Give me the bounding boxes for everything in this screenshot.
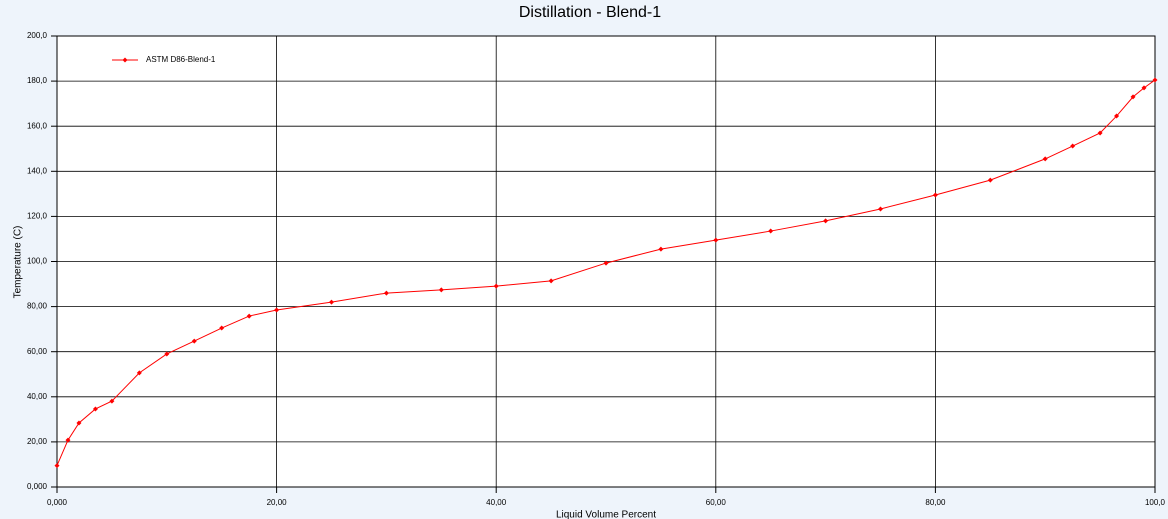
y-tick-label: 40,00 bbox=[27, 392, 48, 401]
chart-title: Distillation - Blend-1 bbox=[519, 4, 661, 21]
data-point bbox=[191, 338, 197, 344]
data-point bbox=[1097, 130, 1103, 136]
y-tick-label: 100,0 bbox=[27, 257, 48, 266]
data-point bbox=[1152, 77, 1158, 83]
data-point bbox=[713, 237, 719, 243]
legend-label: ASTM D86-Blend-1 bbox=[146, 55, 216, 64]
x-axis-title: Liquid Volume Percent bbox=[556, 510, 656, 519]
data-point bbox=[1141, 85, 1147, 91]
x-tick-label: 40,00 bbox=[486, 498, 507, 507]
y-axis-title: Temperature (C) bbox=[13, 226, 24, 299]
data-point bbox=[1130, 94, 1136, 100]
x-tick-label: 60,00 bbox=[706, 498, 727, 507]
data-point bbox=[823, 218, 829, 224]
y-tick-label: 0,000 bbox=[27, 482, 48, 491]
y-tick-label: 120,0 bbox=[27, 212, 48, 221]
data-point bbox=[987, 177, 993, 183]
x-tick-label: 100,0 bbox=[1145, 498, 1166, 507]
data-point bbox=[136, 370, 142, 376]
data-point bbox=[164, 351, 170, 357]
data-point bbox=[658, 246, 664, 252]
data-point bbox=[438, 287, 444, 293]
legend-marker bbox=[122, 57, 128, 63]
x-tick-label: 0,000 bbox=[47, 498, 68, 507]
y-tick-label: 160,0 bbox=[27, 121, 48, 130]
data-point bbox=[274, 307, 280, 313]
data-point bbox=[383, 290, 389, 296]
data-point bbox=[76, 420, 82, 426]
data-point bbox=[1114, 113, 1120, 119]
data-point bbox=[1070, 143, 1076, 149]
y-tick-label: 20,00 bbox=[27, 437, 48, 446]
x-tick-label: 80,00 bbox=[925, 498, 946, 507]
data-point bbox=[246, 313, 252, 319]
y-tick-label: 140,0 bbox=[27, 166, 48, 175]
data-point bbox=[878, 206, 883, 212]
y-tick-label: 60,00 bbox=[27, 347, 48, 356]
y-tick-label: 180,0 bbox=[27, 76, 48, 85]
data-point bbox=[92, 406, 98, 412]
data-point bbox=[109, 398, 115, 404]
data-point bbox=[54, 463, 60, 469]
y-tick-label: 200,0 bbox=[27, 31, 48, 40]
data-point bbox=[548, 278, 554, 284]
data-point bbox=[65, 437, 71, 443]
data-point bbox=[932, 192, 938, 198]
y-tick-label: 80,00 bbox=[27, 302, 48, 311]
data-point bbox=[493, 283, 499, 289]
data-point bbox=[329, 299, 334, 305]
data-point bbox=[603, 260, 609, 266]
data-point bbox=[1042, 156, 1048, 162]
x-tick-label: 20,00 bbox=[267, 498, 288, 507]
data-point bbox=[768, 228, 774, 234]
data-point bbox=[219, 325, 225, 331]
